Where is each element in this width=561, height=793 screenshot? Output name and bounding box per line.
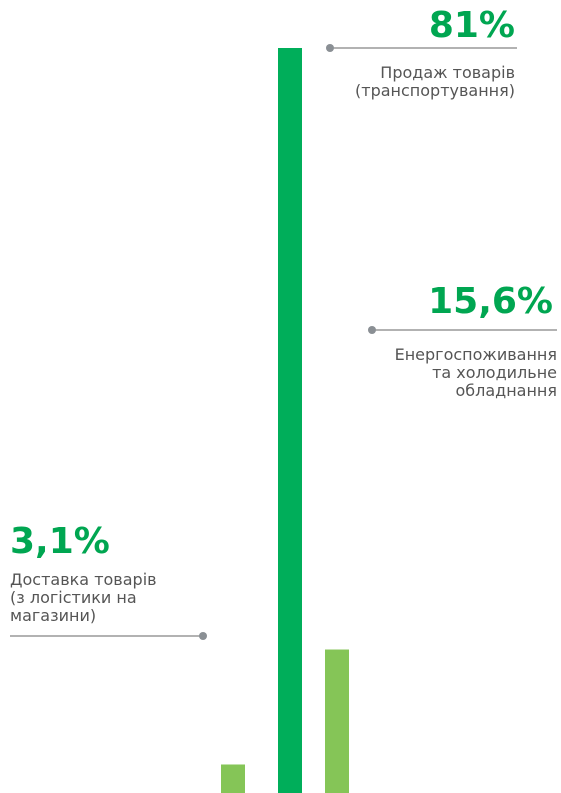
bar	[278, 48, 302, 793]
category-label: Продаж товарів (транспортування)	[355, 63, 515, 100]
bar	[325, 649, 349, 793]
category-label: Доставка товарів (з логістики на магазин…	[10, 570, 157, 625]
connector-dot	[368, 326, 376, 334]
connector-dot	[199, 632, 207, 640]
value-label: 3,1%	[10, 521, 110, 562]
value-label: 15,6%	[428, 281, 553, 322]
category-label: Енергоспоживання та холодильне обладнанн…	[394, 345, 557, 400]
value-label: 81%	[428, 5, 515, 46]
bar	[221, 764, 245, 793]
connector-dot	[326, 44, 334, 52]
